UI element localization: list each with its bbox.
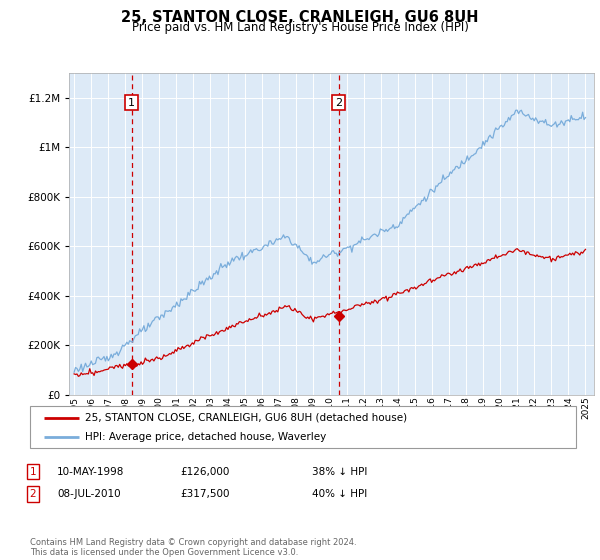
Text: Contains HM Land Registry data © Crown copyright and database right 2024.
This d: Contains HM Land Registry data © Crown c… (30, 538, 356, 557)
Text: £126,000: £126,000 (180, 466, 229, 477)
Text: 1: 1 (29, 466, 37, 477)
Text: £317,500: £317,500 (180, 489, 229, 499)
Text: 40% ↓ HPI: 40% ↓ HPI (312, 489, 367, 499)
Text: HPI: Average price, detached house, Waverley: HPI: Average price, detached house, Wave… (85, 432, 326, 442)
FancyBboxPatch shape (30, 406, 576, 448)
Text: Price paid vs. HM Land Registry's House Price Index (HPI): Price paid vs. HM Land Registry's House … (131, 21, 469, 34)
Text: 25, STANTON CLOSE, CRANLEIGH, GU6 8UH (detached house): 25, STANTON CLOSE, CRANLEIGH, GU6 8UH (d… (85, 413, 407, 423)
Text: 08-JUL-2010: 08-JUL-2010 (57, 489, 121, 499)
Text: 2: 2 (29, 489, 37, 499)
Text: 1: 1 (128, 97, 135, 108)
Text: 10-MAY-1998: 10-MAY-1998 (57, 466, 124, 477)
Text: 38% ↓ HPI: 38% ↓ HPI (312, 466, 367, 477)
Text: 2: 2 (335, 97, 342, 108)
Text: 25, STANTON CLOSE, CRANLEIGH, GU6 8UH: 25, STANTON CLOSE, CRANLEIGH, GU6 8UH (121, 10, 479, 25)
